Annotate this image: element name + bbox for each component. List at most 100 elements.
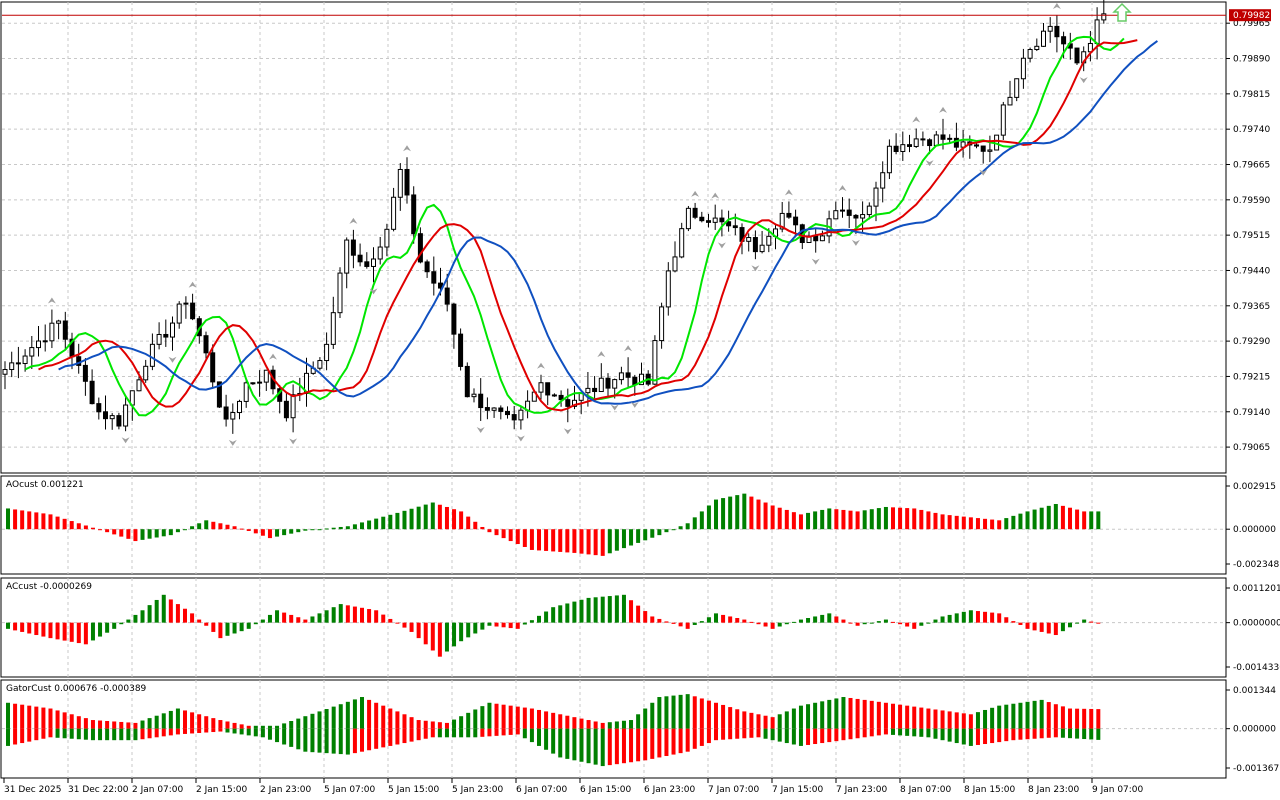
ac-bar — [360, 607, 364, 623]
ao-bar — [876, 508, 881, 530]
gator-upper-bar — [671, 695, 676, 729]
candle — [250, 382, 256, 385]
ao-bar — [905, 508, 910, 530]
candle — [927, 139, 933, 147]
candle — [397, 168, 403, 198]
gator-lower-bar — [239, 728, 244, 735]
gator-lower-bar — [721, 728, 726, 740]
gator-lower-bar — [20, 728, 25, 744]
gator-lower-bar — [806, 728, 811, 745]
candle — [96, 403, 102, 413]
gator-lower-bar — [629, 728, 634, 763]
gator-upper-bar — [742, 711, 747, 729]
ac-bar — [147, 605, 152, 623]
gator-lower-bar — [437, 728, 442, 738]
ao-bar — [140, 529, 145, 540]
candle — [819, 235, 825, 242]
gator-lower-bar — [218, 728, 223, 732]
fractal-down-icon — [610, 404, 619, 411]
gator-lower-bar — [246, 728, 251, 736]
candle — [1061, 36, 1067, 45]
price-tick-label: 0.79965 — [1233, 19, 1270, 29]
ao-bar — [147, 529, 152, 539]
gator-lower-bar — [6, 728, 10, 746]
ac-bar — [926, 622, 931, 624]
gator-upper-bar — [324, 709, 329, 729]
gator-upper-bar — [338, 704, 343, 729]
gator-lower-bar — [1060, 728, 1065, 738]
fractal-down-icon — [121, 437, 130, 444]
candle — [940, 134, 946, 140]
candle — [886, 145, 892, 174]
ao-bar — [806, 512, 811, 530]
gator-upper-bar — [1018, 702, 1023, 729]
gator-upper-bar — [331, 706, 336, 729]
gator-upper-bar — [168, 710, 173, 729]
gator-upper-bar — [62, 712, 67, 729]
gator-upper-bar — [692, 696, 697, 729]
candle — [625, 372, 631, 378]
candle — [29, 347, 35, 357]
ao-bar — [6, 508, 10, 530]
gator-lower-bar — [487, 728, 492, 737]
ac-bar — [338, 604, 343, 623]
ao-bar — [183, 529, 187, 531]
candle — [1054, 25, 1060, 38]
gator-lower-bar — [430, 728, 435, 738]
ao-bar — [508, 529, 513, 542]
candle — [565, 399, 571, 407]
price-tick-label: 0.79665 — [1233, 160, 1270, 170]
candle — [1014, 78, 1020, 98]
ao-bar — [367, 520, 372, 530]
gator-lower-bar — [98, 728, 103, 741]
ao-bar — [1060, 505, 1065, 530]
ao-bar — [763, 502, 768, 530]
candle — [324, 343, 330, 362]
gator-upper-bar — [402, 714, 407, 729]
ao-bar — [1039, 507, 1044, 530]
gator-upper-bar — [161, 713, 166, 729]
gator-lower-bar — [586, 728, 591, 764]
pane-frame — [0, 1, 1227, 474]
time-tick-label: 9 Jan 07:00 — [1092, 785, 1144, 795]
ao-bar — [714, 499, 718, 530]
ao-bar — [940, 514, 945, 530]
candle — [659, 306, 665, 342]
price-tick-label: 0.79740 — [1233, 125, 1270, 135]
gator-lower-bar — [140, 728, 145, 740]
ao-bar — [459, 511, 464, 530]
candle — [471, 393, 477, 398]
candle — [404, 168, 410, 196]
accust-pane[interactable]: 0.0011201 0.0000000 -0.0014336 ACcust -0.00… — [0, 577, 1280, 678]
gatorcust-pane[interactable]: 0.001344 0.000000 -0.001367 GatorCust 0.000… — [0, 679, 1279, 779]
gator-lower-bar — [643, 728, 648, 761]
candle — [491, 407, 497, 411]
aocust-pane[interactable]: 0.002915 0.000000 -0.002348 AOcust 0.001221 — [0, 475, 1279, 575]
gator-lower-bar — [62, 728, 67, 739]
ac-bar — [650, 616, 655, 623]
gator-upper-bar — [522, 707, 527, 729]
candle — [357, 254, 363, 263]
ac-bar — [69, 622, 74, 642]
candle — [746, 237, 752, 242]
gator-lower-bar — [621, 728, 626, 764]
ao-bar — [246, 529, 251, 531]
ao-bar — [770, 505, 775, 530]
ac-bar — [777, 622, 782, 627]
candle — [431, 271, 437, 284]
gator-upper-bar — [20, 704, 25, 729]
price-tick-label: 0.79890 — [1233, 55, 1270, 65]
ao-bar — [466, 516, 471, 530]
ao-bar — [1053, 504, 1058, 530]
gator-lower-bar — [522, 728, 527, 739]
ac-bar — [133, 614, 138, 623]
candle — [518, 409, 524, 421]
ac-bar — [883, 619, 888, 623]
ac-bar — [529, 620, 534, 623]
ac-bar — [784, 622, 789, 625]
gator-upper-bar — [749, 712, 754, 729]
price-pane[interactable]: 0.79965 0.79890 0.79815 0.79740 0.79665 0.795… — [0, 0, 1271, 474]
ac-bar — [919, 622, 924, 626]
gator-upper-bar — [912, 706, 917, 729]
